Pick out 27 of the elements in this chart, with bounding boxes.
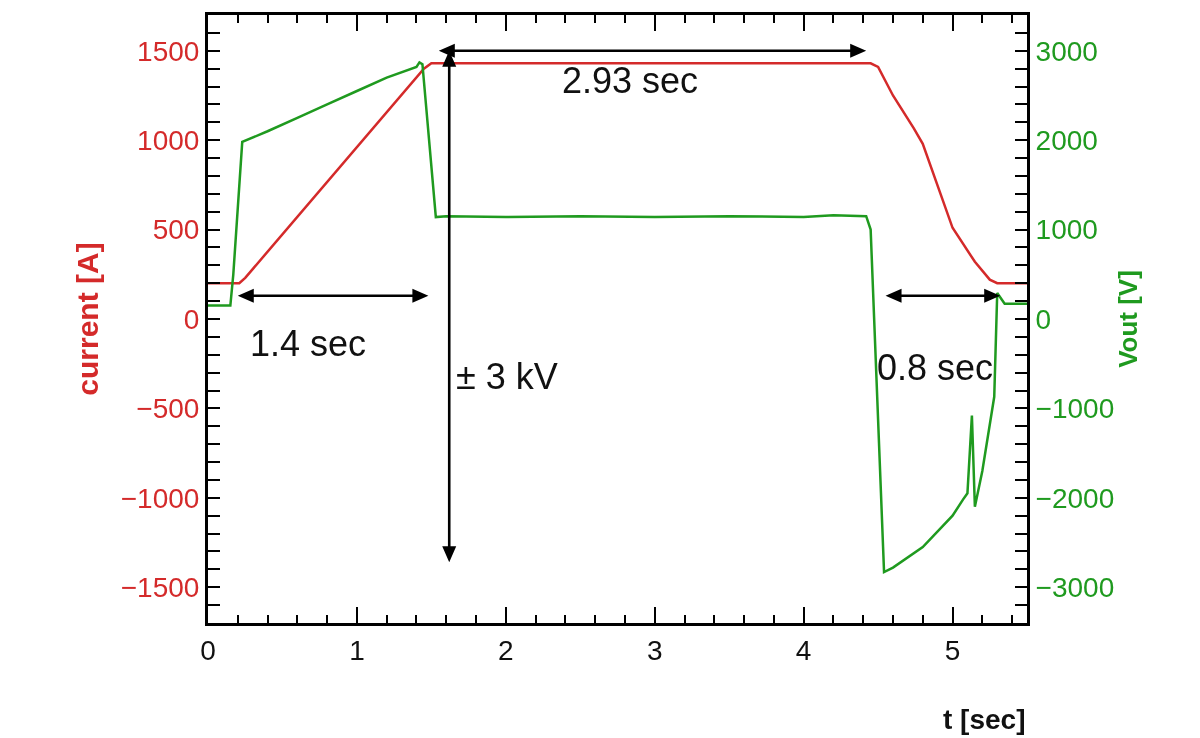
x-tick-label: 3 [646, 634, 663, 666]
y2-tick-label: 1000 [1035, 214, 1098, 246]
y-tick-label: 1500 [137, 35, 200, 67]
y-axis-title: current [A] [70, 242, 104, 396]
y-tick-label: 500 [152, 214, 200, 246]
y2-tick-label: 3000 [1035, 35, 1098, 67]
x-tick-label: 5 [944, 634, 961, 666]
y-tick-label: 0 [183, 303, 200, 335]
x-axis-title: t [sec] [943, 704, 1026, 735]
y2-tick-label: −2000 [1035, 482, 1115, 514]
annotation: 0.8 sec [877, 347, 994, 388]
annotation: 1.4 sec [250, 323, 367, 364]
y2-tick-label: 0 [1035, 303, 1052, 335]
y-tick-label: −1000 [120, 482, 200, 514]
y2-tick-label: −3000 [1035, 572, 1115, 604]
y-tick-label: 1000 [137, 124, 200, 156]
y-tick-label: −1500 [120, 572, 200, 604]
y2-tick-label: −1000 [1035, 393, 1115, 425]
annotation: 2.93 sec [562, 60, 699, 101]
x-tick-label: 4 [795, 634, 812, 666]
y2-tick-label: 2000 [1035, 124, 1098, 156]
x-tick-label: 2 [498, 634, 514, 666]
y2-axis-title: Vout [V] [1112, 270, 1143, 368]
y-tick-label: −500 [136, 393, 200, 425]
annotation: ± 3 kV [456, 356, 558, 397]
x-tick-label: 1 [349, 634, 365, 666]
line-series [208, 61, 1027, 574]
